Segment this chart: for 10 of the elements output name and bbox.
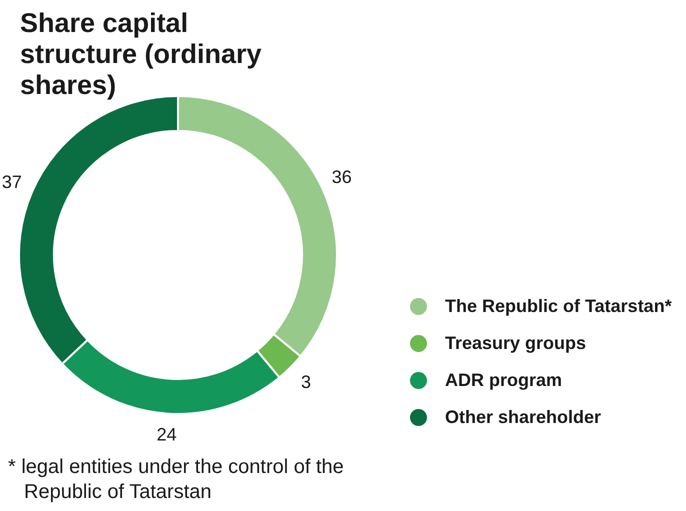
data-label: 36 <box>332 166 352 187</box>
legend-label: Treasury groups <box>445 333 586 354</box>
legend-label: ADR program <box>445 370 562 391</box>
legend-label: The Republic of Tatarstan* <box>445 296 672 317</box>
data-label: 3 <box>300 372 311 392</box>
text: * legal entities under the control of the Republic of Tatarstan <box>8 455 345 505</box>
data-label: 24 <box>156 424 177 445</box>
chart-title: Share capital structure (ordinary shares) <box>20 8 263 101</box>
legend-label: Other shareholder <box>445 407 602 428</box>
data-label: 37 <box>2 172 22 192</box>
